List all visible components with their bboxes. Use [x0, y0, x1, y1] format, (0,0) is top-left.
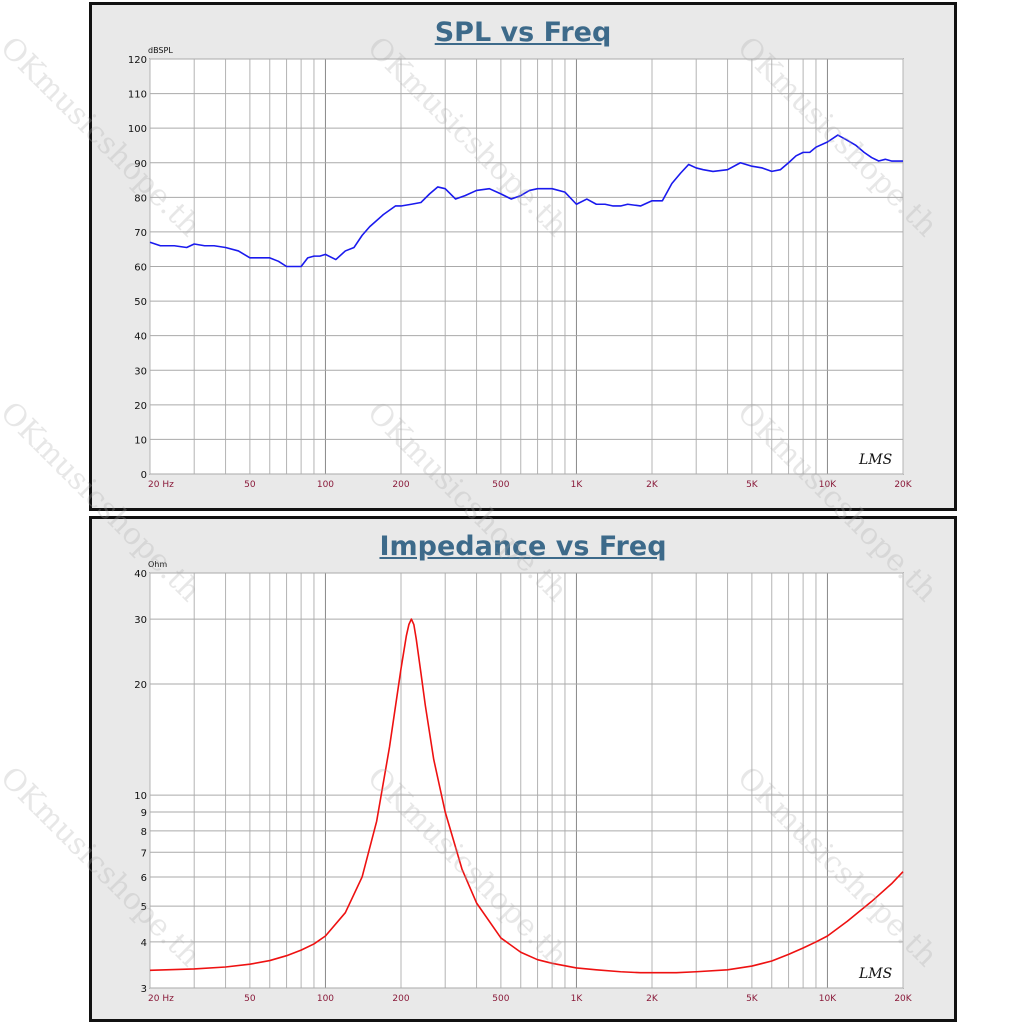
y-axis-label: Ohm	[148, 560, 167, 569]
y-tick-label: 50	[134, 297, 147, 308]
y-tick-label: 60	[134, 263, 147, 274]
y-tick-label: 9	[141, 808, 147, 819]
impedance-chart-title: Impedance vs Freq	[379, 531, 667, 562]
y-tick-label: 30	[134, 366, 147, 377]
y-tick-label: 8	[141, 827, 147, 838]
y-tick-label: 80	[134, 193, 147, 204]
x-tick-label: 20 Hz	[148, 480, 174, 490]
y-axis-label: dBSPL	[148, 46, 173, 55]
y-tick-label: 30	[134, 615, 147, 626]
y-tick-label: 20	[134, 680, 147, 691]
y-tick-label: 10	[134, 435, 147, 446]
lms-logo: LMS	[858, 452, 892, 468]
y-tick-label: 0	[141, 470, 147, 481]
series-line	[149, 134, 903, 268]
x-tick-label: 1K	[571, 480, 584, 490]
y-tick-label: 20	[134, 401, 147, 412]
y-tick-label: 90	[134, 159, 147, 170]
series-line	[149, 618, 904, 974]
lms-logo: LMS	[858, 966, 892, 982]
x-tick-label: 100	[317, 994, 334, 1004]
y-tick-label: 110	[128, 90, 147, 101]
y-tick-label: 100	[128, 124, 147, 135]
x-tick-label: 2K	[646, 480, 659, 490]
vertical-gridlines	[149, 573, 904, 988]
y-tick-label: 7	[141, 848, 147, 859]
y-tick-label: 40	[134, 332, 147, 343]
x-tick-label: 10K	[819, 994, 837, 1004]
x-tick-label: 200	[392, 480, 409, 490]
y-tick-label: 4	[141, 938, 147, 949]
x-tick-label: 2K	[646, 994, 659, 1004]
y-tick-label: 5	[141, 902, 147, 913]
x-tick-label: 100	[317, 480, 334, 490]
x-tick-label: 10K	[819, 480, 837, 490]
x-tick-label: 20K	[894, 480, 912, 490]
x-tick-label: 50	[244, 480, 256, 490]
y-tick-label: 70	[134, 228, 147, 239]
x-tick-label: 500	[492, 480, 509, 490]
impedance-chart-panel: Impedance vs Freq 3 4 5 6 7 8 9 10 20 30 40 Ohm 20 H…	[89, 516, 957, 1022]
spl-chart-title: SPL vs Freq	[434, 17, 612, 48]
x-tick-label: 50	[244, 994, 256, 1004]
y-tick-label: 3	[141, 984, 147, 995]
x-tick-label: 5K	[746, 994, 759, 1004]
y-tick-label: 120	[128, 55, 147, 66]
x-tick-label: 20K	[894, 994, 912, 1004]
y-tick-label: 6	[141, 873, 147, 884]
x-tick-label: 20 Hz	[148, 994, 174, 1004]
x-tick-label: 5K	[746, 480, 759, 490]
plot-area	[149, 572, 904, 989]
horizontal-gridlines	[150, 572, 903, 989]
y-tick-label: 10	[134, 791, 147, 802]
x-tick-label: 200	[392, 994, 409, 1004]
x-tick-label: 500	[492, 994, 509, 1004]
spl-chart-panel: SPL vs Freq 0 10 20 30 40 50 60 70 80 90 100 110 120…	[89, 2, 957, 511]
y-tick-label: 40	[134, 569, 147, 580]
horizontal-gridlines	[150, 58, 903, 475]
x-tick-label: 1K	[571, 994, 584, 1004]
